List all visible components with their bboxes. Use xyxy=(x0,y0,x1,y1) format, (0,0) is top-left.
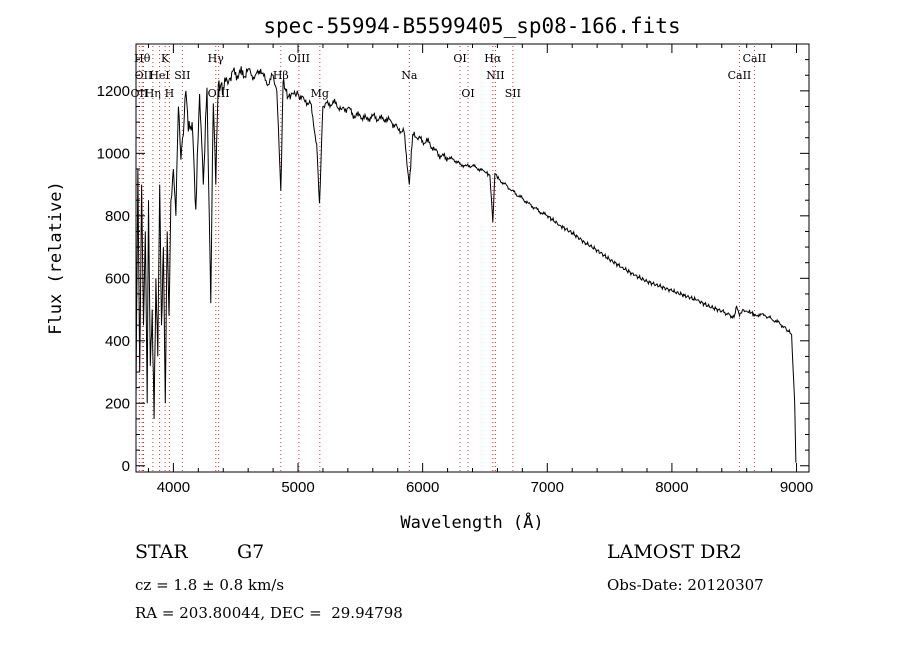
line-marker-label: CaII xyxy=(728,69,752,82)
y-tick-label: 1000 xyxy=(97,145,130,162)
line-marker-label: SII xyxy=(505,87,521,100)
y-tick-label: 600 xyxy=(105,270,130,287)
x-tick-label: 4000 xyxy=(157,479,190,496)
y-tick-label: 1200 xyxy=(97,83,130,100)
y-tick-label: 800 xyxy=(105,208,130,225)
sky-coordinates: RA = 203.80044, DEC = 29.94798 xyxy=(135,604,403,622)
line-marker-label: OII xyxy=(135,69,153,82)
line-marker-label: OIII xyxy=(288,52,310,65)
line-marker-label: Mg xyxy=(311,87,329,100)
y-tick-label: 400 xyxy=(105,333,130,350)
object-subclass: G7 xyxy=(237,541,265,563)
survey-name: LAMOST DR2 xyxy=(607,541,742,563)
plot-frame xyxy=(135,43,810,473)
line-marker-label: HeI xyxy=(149,69,169,82)
line-marker-label: OI xyxy=(461,87,474,100)
redshift-value: cz = 1.8 ± 0.8 km/s xyxy=(135,576,285,594)
x-tick-label: 9000 xyxy=(780,479,813,496)
x-tick-label: 6000 xyxy=(406,479,439,496)
y-axis-label: Flux (relative) xyxy=(46,181,66,335)
x-tick-label: 5000 xyxy=(281,479,314,496)
line-marker-label: Na xyxy=(401,69,418,82)
y-tick-label: 200 xyxy=(105,395,130,412)
axis-ticks: 4000 5000 6000 7000 8000 9000 0 200 400 600 800 100… xyxy=(97,44,813,496)
line-marker-label: SII xyxy=(174,69,190,82)
x-tick-label: 8000 xyxy=(655,479,688,496)
chart-title: spec-55994-B5599405_sp08-166.fits xyxy=(263,14,680,38)
line-marker-label: Hγ xyxy=(208,52,225,65)
observation-date: Obs-Date: 20120307 xyxy=(607,576,764,594)
line-marker-label: K xyxy=(161,52,170,65)
line-marker-label: H xyxy=(165,87,175,100)
line-marker-label: CaII xyxy=(743,52,767,65)
y-tick-label: 0 xyxy=(122,458,130,475)
emission-line-markers: OIIHθOIIHηHeIKHSIIHγOIIIHβOIIIMgNaOIOIHα… xyxy=(131,46,767,472)
x-axis-label: Wavelength (Å) xyxy=(400,511,543,533)
line-marker-label: Hη xyxy=(145,87,161,100)
line-marker-label: Hα xyxy=(484,52,502,65)
line-marker-label: NII xyxy=(486,69,504,82)
line-marker-label: OI xyxy=(453,52,466,65)
line-marker-label: Hβ xyxy=(273,69,289,82)
spectrum-line xyxy=(135,66,797,463)
x-tick-label: 7000 xyxy=(531,479,564,496)
object-class: STAR xyxy=(135,541,188,563)
line-marker-label: Hθ xyxy=(134,52,151,65)
line-marker-label: OIII xyxy=(208,87,230,100)
